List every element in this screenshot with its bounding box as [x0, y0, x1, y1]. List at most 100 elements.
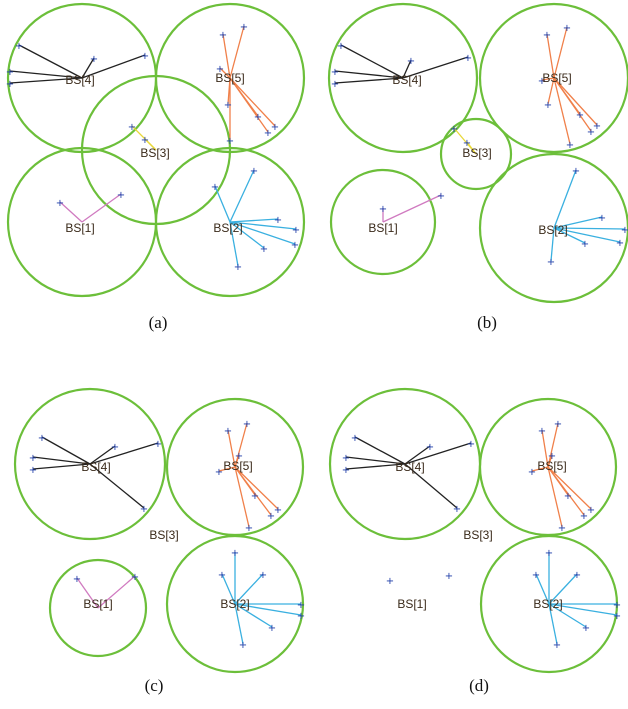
user-equipment-marker: + — [450, 124, 458, 135]
association-link — [229, 221, 265, 249]
association-link — [553, 227, 586, 244]
association-link — [553, 77, 571, 145]
user-equipment-marker: + — [90, 54, 98, 65]
association-link — [229, 221, 239, 267]
coverage-circle-bs4 — [13, 387, 167, 541]
user-equipment-marker: + — [38, 433, 46, 444]
association-link — [553, 227, 626, 230]
user-equipment-marker: + — [613, 611, 621, 622]
station-label-bs4: BS[4] — [65, 73, 94, 87]
user-equipment-marker: + — [445, 571, 453, 582]
association-link — [97, 575, 136, 609]
user-equipment-marker: + — [564, 491, 572, 502]
association-link — [18, 44, 83, 79]
user-equipment-marker: + — [563, 23, 571, 34]
user-equipment-marker: + — [219, 30, 227, 41]
user-equipment-marker: + — [558, 523, 566, 534]
association-link — [229, 77, 269, 133]
coverage-circle-bs5 — [478, 397, 618, 537]
association-link — [553, 26, 568, 79]
user-equipment-marker: + — [464, 53, 472, 64]
user-equipment-marker: + — [224, 100, 232, 111]
user-equipment-marker: + — [260, 244, 268, 255]
user-equipment-marker: + — [616, 238, 624, 249]
user-equipment-marker: + — [264, 128, 272, 139]
user-equipment-marker: + — [274, 505, 282, 516]
user-equipment-marker: + — [528, 467, 536, 478]
association-link — [234, 466, 272, 516]
user-equipment-marker: + — [218, 570, 226, 581]
association-link — [404, 463, 458, 509]
user-equipment-marker: + — [29, 453, 37, 464]
station-label-bs4: BS[4] — [392, 73, 421, 87]
association-link — [76, 577, 99, 609]
station-label-bs3: BS[3] — [463, 528, 492, 542]
user-equipment-marker: + — [234, 262, 242, 273]
coverage-circle-bs5 — [154, 2, 306, 154]
association-link — [404, 445, 431, 465]
coverage-circle-bs5 — [165, 397, 305, 537]
user-equipment-marker: + — [226, 136, 234, 147]
user-equipment-marker: + — [437, 191, 445, 202]
association-link — [89, 463, 145, 509]
association-link — [81, 57, 95, 79]
user-equipment-marker: + — [267, 511, 275, 522]
association-link — [234, 466, 279, 510]
association-link — [547, 454, 553, 468]
station-label-bs2: BS[2] — [538, 223, 567, 237]
association-link — [334, 77, 404, 84]
station-label-bs4: BS[4] — [395, 460, 424, 474]
user-equipment-marker: + — [154, 439, 162, 450]
user-equipment-marker: + — [553, 640, 561, 651]
association-link — [229, 221, 297, 230]
user-equipment-marker: + — [587, 127, 595, 138]
association-link — [402, 59, 412, 79]
user-equipment-marker: + — [342, 453, 350, 464]
association-link — [229, 221, 296, 245]
association-link — [334, 70, 404, 79]
user-equipment-marker: + — [548, 451, 556, 462]
user-equipment-marker: + — [235, 451, 243, 462]
user-equipment-marker: + — [243, 419, 251, 430]
user-equipment-marker: + — [573, 570, 581, 581]
association-link — [553, 216, 603, 229]
user-equipment-marker: + — [259, 570, 267, 581]
coverage-circle-bs2 — [478, 152, 628, 304]
user-equipment-marker: + — [581, 239, 589, 250]
user-equipment-marker: + — [547, 257, 555, 268]
user-equipment-marker: + — [587, 505, 595, 516]
user-equipment-marker: + — [111, 442, 119, 453]
user-equipment-marker: + — [554, 419, 562, 430]
panel-caption: (a) — [149, 313, 168, 332]
association-link — [550, 227, 555, 262]
association-link — [553, 77, 592, 132]
station-label-bs2: BS[2] — [533, 597, 562, 611]
user-equipment-marker: + — [140, 504, 148, 515]
association-link — [547, 466, 592, 510]
association-link — [340, 44, 404, 79]
panel-d: +++++++++++ +++++++++++ +BS[1] BS[2]BS[3]BS… — [328, 387, 621, 695]
user-equipment-marker: + — [224, 426, 232, 437]
user-equipment-marker: + — [250, 166, 258, 177]
station-label-bs5: BS[5] — [537, 459, 566, 473]
user-equipment-marker: + — [6, 67, 14, 78]
association-link — [466, 141, 477, 155]
user-equipment-marker: + — [292, 225, 300, 236]
user-equipment-marker: + — [331, 67, 339, 78]
user-equipment-marker: + — [254, 112, 262, 123]
user-equipment-marker: + — [56, 198, 64, 209]
association-link — [219, 67, 231, 79]
panel-c: + ++++++++++++ ++++++++++BS[1] BS[2]BS[3]BS… — [13, 387, 305, 695]
association-link — [234, 603, 302, 616]
station-label-bs5: BS[5] — [223, 459, 252, 473]
association-link — [89, 442, 159, 465]
user-equipment-marker: + — [231, 548, 239, 559]
association-link — [227, 429, 236, 468]
user-equipment-marker: + — [274, 215, 282, 226]
association-link — [354, 436, 406, 465]
station-label-bs2: BS[2] — [213, 221, 242, 235]
association-link — [234, 454, 240, 468]
coverage-circle-bs5 — [478, 2, 628, 154]
user-equipment-marker: + — [621, 225, 628, 236]
user-equipment-marker: + — [351, 433, 359, 444]
